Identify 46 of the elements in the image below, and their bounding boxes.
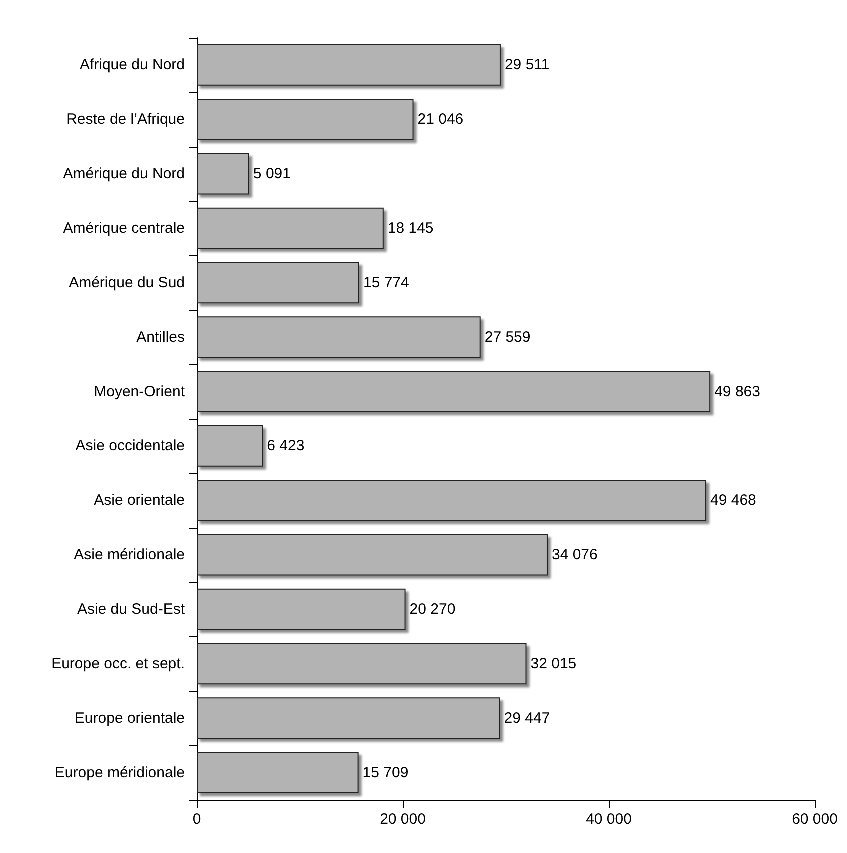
y-tick-label: Moyen-Orient bbox=[94, 383, 186, 400]
data-label: 49 863 bbox=[714, 383, 760, 400]
x-tick-label: 60 000 bbox=[792, 811, 838, 828]
y-tick-label: Asie méridionale bbox=[74, 546, 185, 564]
y-tick-label: Amérique du Sud bbox=[69, 274, 185, 292]
bar bbox=[197, 426, 264, 467]
data-label: 18 145 bbox=[388, 220, 434, 237]
bar bbox=[197, 480, 707, 522]
data-label: 29 447 bbox=[504, 710, 550, 727]
bar bbox=[197, 98, 414, 140]
y-tick-label: Reste de l’Afrique bbox=[66, 111, 185, 128]
y-tick-label: Asie orientale bbox=[94, 492, 185, 510]
data-label: 34 076 bbox=[552, 546, 598, 564]
data-label: 5 091 bbox=[253, 166, 291, 183]
data-label: 21 046 bbox=[418, 111, 464, 128]
bar bbox=[197, 316, 481, 358]
bar bbox=[197, 643, 527, 685]
y-tick-label: Antilles bbox=[136, 328, 185, 346]
bar bbox=[197, 752, 359, 794]
y-tick-label: Europe orientale bbox=[74, 710, 185, 727]
bar bbox=[197, 44, 501, 86]
x-tick-label: 20 000 bbox=[380, 811, 426, 828]
data-label: 29 511 bbox=[504, 56, 550, 74]
y-tick-label: Europe méridionale bbox=[54, 764, 185, 782]
data-label: 32 015 bbox=[530, 655, 577, 672]
y-tick-label: Afrique du Nord bbox=[80, 56, 185, 74]
data-label: 49 468 bbox=[710, 492, 756, 510]
bar bbox=[197, 588, 406, 630]
data-label: 20 270 bbox=[410, 601, 456, 618]
x-tick-label: 40 000 bbox=[586, 811, 632, 828]
y-tick-label: Asie occidentale bbox=[76, 438, 185, 455]
data-label: 27 559 bbox=[484, 328, 531, 346]
bar bbox=[197, 698, 500, 740]
y-tick-label: Europe occ. et sept. bbox=[52, 655, 185, 672]
x-tick-label: 0 bbox=[192, 811, 202, 828]
y-tick-label: Amérique centrale bbox=[63, 220, 185, 237]
data-label: 6 423 bbox=[267, 438, 305, 455]
bar bbox=[197, 153, 250, 195]
y-tick-label: Asie du Sud-Est bbox=[77, 601, 186, 618]
data-label: 15 774 bbox=[363, 274, 410, 292]
bar bbox=[197, 208, 384, 250]
bar bbox=[197, 371, 711, 412]
bar bbox=[197, 534, 548, 576]
data-label: 15 709 bbox=[362, 764, 409, 782]
y-tick-label: Amérique du Nord bbox=[63, 166, 185, 183]
bar bbox=[197, 262, 360, 304]
